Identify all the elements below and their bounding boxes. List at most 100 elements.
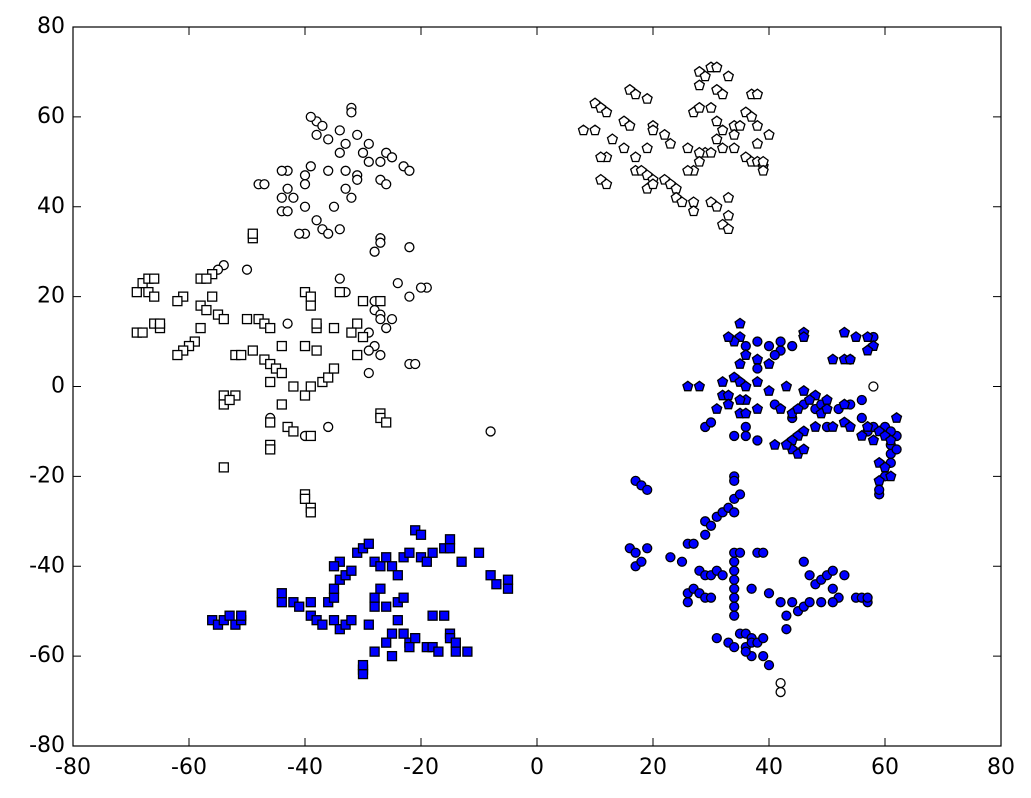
- point: [722, 70, 735, 82]
- point: [803, 393, 816, 405]
- point: [444, 543, 456, 554]
- point: [740, 407, 752, 419]
- point: [276, 192, 287, 203]
- point: [502, 583, 514, 594]
- point: [717, 570, 728, 581]
- point: [247, 345, 258, 356]
- point: [381, 637, 392, 648]
- point: [352, 129, 363, 141]
- point: [838, 398, 851, 410]
- point: [763, 588, 775, 599]
- point: [247, 228, 258, 239]
- point: [873, 474, 885, 486]
- point: [804, 570, 815, 581]
- y-tick-label: -80: [29, 733, 65, 758]
- point: [444, 534, 456, 545]
- point: [729, 574, 740, 585]
- y-tick-label: 60: [37, 104, 65, 129]
- point: [711, 115, 723, 127]
- point: [299, 340, 311, 352]
- point: [711, 200, 723, 212]
- point: [328, 561, 340, 572]
- point: [381, 601, 392, 612]
- point: [149, 273, 160, 284]
- point: [340, 165, 351, 176]
- point: [861, 344, 874, 356]
- point: [236, 610, 247, 621]
- point: [381, 322, 392, 334]
- point: [716, 124, 729, 136]
- point: [763, 128, 775, 140]
- point: [751, 119, 764, 131]
- point: [693, 380, 706, 392]
- point: [398, 628, 409, 639]
- point: [729, 610, 740, 621]
- point: [299, 390, 311, 401]
- point: [624, 119, 636, 131]
- point: [317, 619, 328, 630]
- point: [722, 331, 735, 342]
- y-tick-label: -20: [29, 463, 65, 488]
- point: [775, 677, 786, 689]
- point: [885, 470, 897, 482]
- point: [276, 597, 287, 608]
- point: [392, 615, 403, 626]
- point: [630, 547, 641, 558]
- point: [734, 119, 746, 131]
- point: [265, 444, 276, 455]
- point: [404, 641, 415, 653]
- point: [769, 438, 781, 450]
- point: [224, 394, 235, 406]
- point: [363, 345, 374, 356]
- point: [294, 228, 305, 239]
- point: [636, 556, 647, 567]
- point: [386, 628, 398, 639]
- point: [276, 588, 287, 599]
- point: [265, 417, 276, 428]
- point: [305, 430, 316, 442]
- point: [172, 295, 183, 307]
- point: [874, 484, 885, 496]
- point: [618, 142, 630, 154]
- point: [589, 124, 601, 136]
- point: [827, 353, 839, 365]
- point: [751, 137, 764, 149]
- point: [827, 597, 838, 608]
- point: [687, 205, 700, 217]
- point: [172, 349, 183, 361]
- point: [734, 317, 746, 329]
- point: [729, 592, 740, 603]
- point: [346, 192, 357, 203]
- point: [410, 633, 421, 644]
- point: [751, 402, 764, 414]
- point: [375, 237, 386, 248]
- point: [600, 106, 613, 118]
- point: [427, 547, 438, 558]
- point: [705, 592, 717, 603]
- point: [705, 520, 717, 531]
- point: [305, 111, 316, 123]
- point: [722, 191, 735, 203]
- point: [334, 125, 345, 136]
- point: [328, 583, 340, 594]
- point: [861, 420, 874, 432]
- point: [241, 313, 253, 325]
- point: [705, 146, 717, 158]
- point: [375, 313, 386, 325]
- point: [357, 147, 369, 158]
- point: [265, 322, 276, 334]
- point: [729, 641, 740, 653]
- point: [850, 331, 862, 342]
- point: [149, 291, 160, 302]
- point: [276, 367, 287, 379]
- point: [386, 152, 398, 163]
- point: [839, 570, 850, 581]
- point: [676, 196, 688, 208]
- point: [729, 601, 740, 612]
- point: [282, 206, 293, 217]
- point: [844, 353, 856, 365]
- point: [775, 686, 786, 698]
- point: [629, 151, 642, 163]
- point: [288, 426, 299, 437]
- point: [763, 384, 775, 396]
